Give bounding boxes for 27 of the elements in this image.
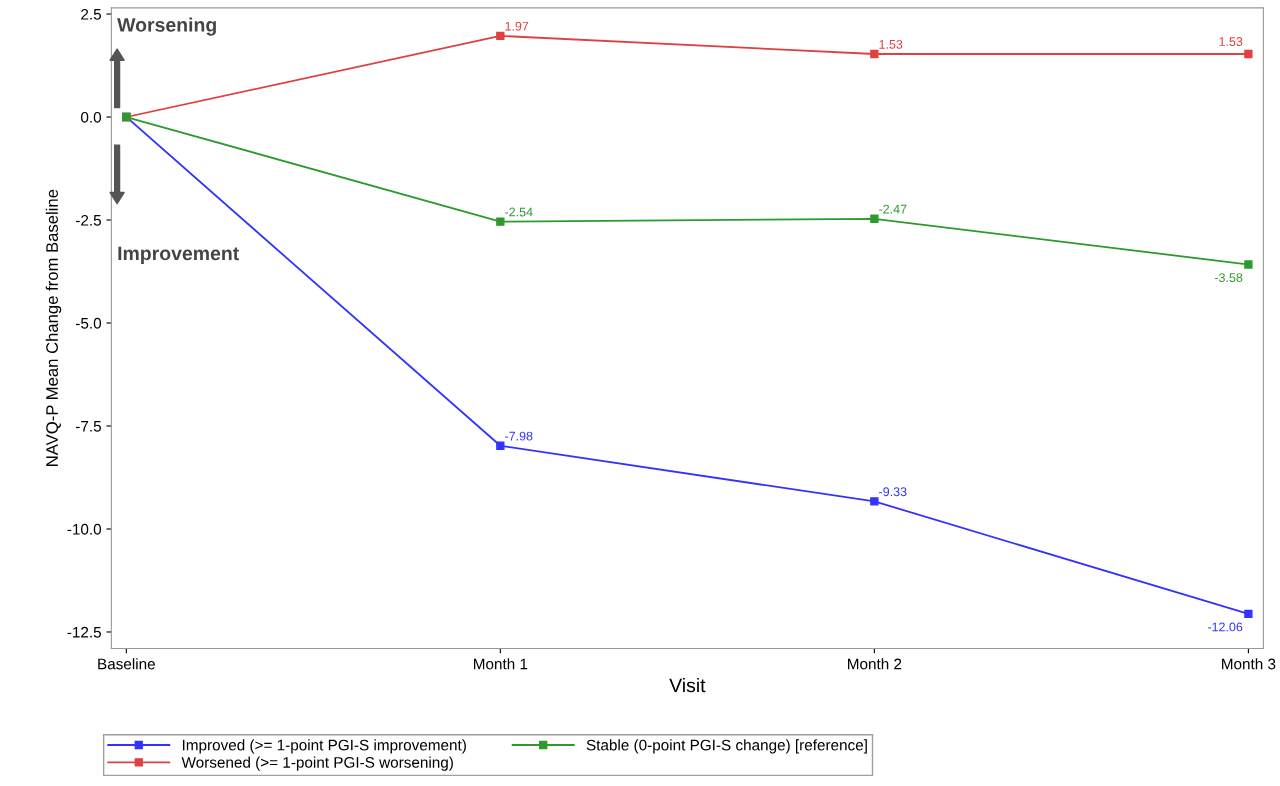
annotation: Worsening (117, 17, 216, 36)
y-tick-label: -2.5 (75, 214, 101, 226)
legend-label: Worsened (>= 1-point PGI-S worsening) (181, 756, 453, 771)
legend-label: Stable (0-point PGI-S change) [reference] (586, 739, 867, 754)
annotation: Improvement (118, 246, 239, 265)
y-tick-label: -7.5 (75, 421, 101, 432)
y-tick-label: 0.0 (81, 111, 102, 123)
y-axis-title: NAVQ-P Mean Change from Baseline (45, 189, 62, 466)
x-axis-title: Visit (669, 677, 706, 693)
y-tick-label: 2.5 (81, 8, 101, 20)
data-label: -3.58 (1214, 273, 1243, 283)
data-label: -2.47 (879, 204, 907, 214)
data-label: -12.06 (1207, 622, 1243, 632)
data-label: -2.54 (505, 207, 533, 217)
x-tick-label: Month 2 (848, 658, 902, 670)
x-tick-label: Month 1 (474, 658, 528, 670)
data-label: -7.98 (505, 431, 533, 441)
y-tick-label: -12.5 (67, 626, 101, 638)
data-label: -9.33 (879, 487, 907, 497)
x-tick-label: Baseline (98, 658, 155, 670)
data-label: 1.53 (879, 39, 903, 49)
data-label: 1.97 (505, 21, 529, 31)
x-tick-label: Month 3 (1222, 658, 1276, 670)
y-tick-label: -5.0 (75, 317, 102, 329)
data-label: 1.53 (1219, 37, 1243, 46)
legend-label: Improved (>= 1-point PGI-S improvement) (182, 739, 466, 754)
y-tick-label: -10.0 (67, 523, 102, 535)
